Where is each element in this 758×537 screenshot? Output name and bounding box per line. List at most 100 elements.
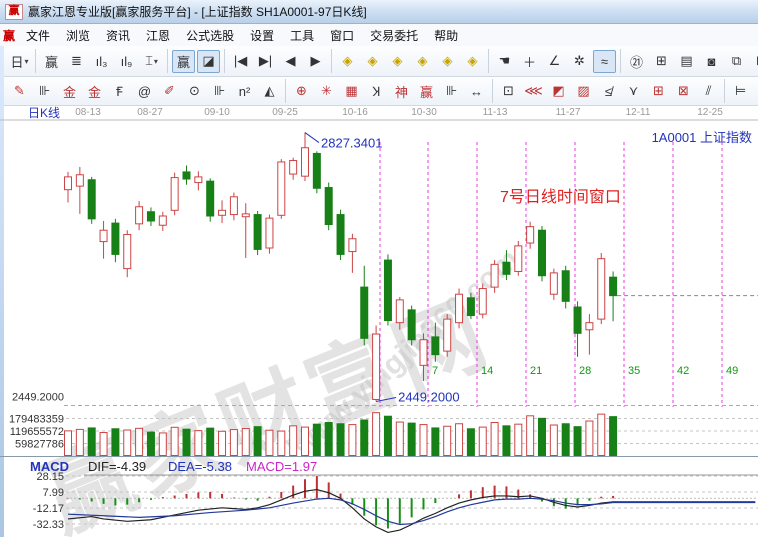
diamond-hmove-icon[interactable]: ◈: [392, 53, 403, 68]
candle-style-icon[interactable]: ⌶ ▾: [145, 53, 158, 68]
candle: [514, 240, 523, 276]
calculator-icon[interactable]: ⊞: [656, 53, 667, 68]
percent-ruler-icon[interactable]: ⊨: [734, 83, 747, 98]
menu-item-4[interactable]: 公式选股: [186, 28, 235, 43]
next-bar-icon[interactable]: ▶: [310, 53, 321, 68]
crosshair-tool-icon[interactable]: ＋: [522, 54, 536, 70]
volume-bar: [395, 421, 404, 456]
save-icon[interactable]: ◙: [707, 53, 716, 69]
vol-chart9-icon[interactable]: ıl₉: [120, 53, 133, 69]
gann-grid-icon[interactable]: ▦: [345, 83, 358, 98]
tick-ruler-icon[interactable]: ⊪: [38, 83, 51, 98]
time-window-number: 14: [481, 365, 493, 377]
n-square-icon[interactable]: n²: [238, 83, 251, 99]
diamond-expand-icon[interactable]: ◈: [417, 53, 428, 68]
first-bar-icon[interactable]: |◀: [233, 53, 248, 68]
curve-tool-icon[interactable]: ≈: [593, 49, 616, 73]
dea-value-label: DEA=-5.38: [168, 459, 232, 474]
candle: [419, 333, 428, 381]
ruler-123-icon[interactable]: ⊪: [445, 83, 458, 98]
date-tick-label: 12-11: [626, 107, 651, 118]
festival-tool-icon[interactable]: ✲: [574, 53, 585, 68]
notepad-icon[interactable]: ▤: [680, 53, 693, 68]
angle-tool-icon[interactable]: ∠: [548, 53, 561, 68]
kline-chart-canvas[interactable]: 日K线 08-13 08-27 09-10 09-25 10-16 10-30 11-13 11…: [0, 106, 758, 537]
menu-item-5[interactable]: 设置: [250, 28, 275, 43]
tick-ruler2-icon[interactable]: ⊪: [213, 83, 226, 98]
time-circle-icon[interactable]: ⊙: [189, 83, 200, 98]
volume-scale-label: 179483359: [9, 414, 64, 426]
candle: [372, 325, 381, 402]
candle: [289, 157, 298, 180]
fan-grid-icon[interactable]: ▨: [577, 83, 590, 98]
winner-network-icon[interactable]: 赢: [44, 54, 58, 70]
diamond-shrink-icon[interactable]: ◈: [442, 53, 453, 68]
menu-item-2[interactable]: 资讯: [106, 28, 131, 43]
menu-item-8[interactable]: 交易委托: [370, 28, 419, 43]
candle: [561, 265, 570, 309]
gann-box-icon[interactable]: 赢: [419, 84, 433, 100]
fan-lines-icon[interactable]: ⋘: [524, 83, 543, 98]
gann-target-icon[interactable]: ⊕: [296, 83, 307, 98]
menu-item-1[interactable]: 浏览: [66, 28, 91, 43]
volume-bar: [229, 429, 238, 457]
diamond-left-icon[interactable]: ◈: [342, 53, 353, 68]
spiral-icon[interactable]: @: [137, 83, 152, 99]
date-tick-label: 08-27: [137, 107, 163, 118]
grid-box-icon[interactable]: ⊠: [678, 83, 689, 98]
calendar-icon[interactable]: ㉑: [629, 54, 643, 70]
order-truck-icon[interactable]: ⊟: [750, 50, 758, 73]
gold-ratio-icon[interactable]: 金: [62, 84, 76, 100]
time-window-title: 7号日线时间窗口: [500, 188, 621, 206]
menu-item-3[interactable]: 江恩: [146, 28, 171, 43]
candle: [229, 192, 238, 221]
compass-icon[interactable]: ◭: [264, 83, 275, 98]
candle: [360, 265, 369, 346]
volume-bar: [194, 430, 203, 456]
volume-bar: [301, 426, 309, 456]
menu-item-9[interactable]: 帮助: [434, 28, 459, 43]
diamond-fit-icon[interactable]: ◈: [467, 53, 478, 68]
parallel-lines-icon[interactable]: ⫽: [705, 83, 712, 98]
gann-star-icon[interactable]: ✳: [321, 83, 332, 98]
grid9-icon[interactable]: ⊞: [653, 83, 664, 98]
menu-item-7[interactable]: 窗口: [330, 28, 355, 43]
diamond-right-icon[interactable]: ◈: [367, 53, 378, 68]
macd-value-label: MACD=1.97: [246, 459, 317, 474]
volume-bar: [135, 427, 144, 456]
chart-area[interactable]: 赢家财富网 www.yingjia360.com 日K线 08-13 08-27 09…: [0, 106, 758, 537]
vol-chart3-icon[interactable]: ıl₃: [95, 53, 108, 69]
draw-pen2-icon[interactable]: ✐: [164, 83, 175, 98]
export-image-icon[interactable]: ⧉: [731, 53, 742, 68]
toolbar-group: ⊨⁒%%: [724, 79, 758, 103]
info-doc-icon[interactable]: ≣: [71, 53, 82, 68]
hand-tool-icon[interactable]: ☚: [498, 53, 511, 68]
box-tool-icon[interactable]: ⊡: [503, 83, 514, 98]
prev-bar-icon[interactable]: ◀: [285, 53, 296, 68]
gold-ratio2-icon[interactable]: 金: [87, 84, 101, 100]
title-bar[interactable]: 赢 赢家江恩专业版[赢家服务平台] - [上证指数 SH1A0001-97日K线…: [0, 0, 758, 24]
f-ruler-icon[interactable]: Ꞙ: [116, 84, 123, 99]
period-selector[interactable]: 日 ▾: [10, 54, 29, 70]
width-arrows-icon[interactable]: ↔: [470, 83, 483, 99]
god-tool-icon[interactable]: 神: [394, 84, 408, 100]
angle-lines-icon[interactable]: ≰: [604, 83, 613, 99]
color-kline-icon[interactable]: ◪: [197, 49, 220, 73]
fan-box-icon[interactable]: ◩: [552, 83, 565, 98]
candle: [348, 233, 357, 273]
draw-pen-icon[interactable]: ✎: [14, 83, 25, 98]
last-bar-icon[interactable]: ▶|: [258, 53, 273, 68]
macd-scale-label: 28.15: [36, 471, 64, 483]
candle: [431, 322, 440, 362]
gann-analysis-icon[interactable]: 赢: [172, 49, 195, 73]
toolbar-group: 日 ▾: [4, 49, 35, 73]
menu-item-0[interactable]: 文件: [26, 28, 51, 43]
v-lines-icon[interactable]: ⋎: [628, 83, 639, 98]
menu-item-6[interactable]: 工具: [290, 28, 315, 43]
percent-fall-icon[interactable]: ⁒: [754, 80, 758, 103]
candle: [538, 225, 546, 282]
k-quote-icon[interactable]: Ʞ: [372, 84, 381, 99]
candle: [146, 207, 155, 226]
macd-scale-label: -12.17: [33, 503, 64, 515]
